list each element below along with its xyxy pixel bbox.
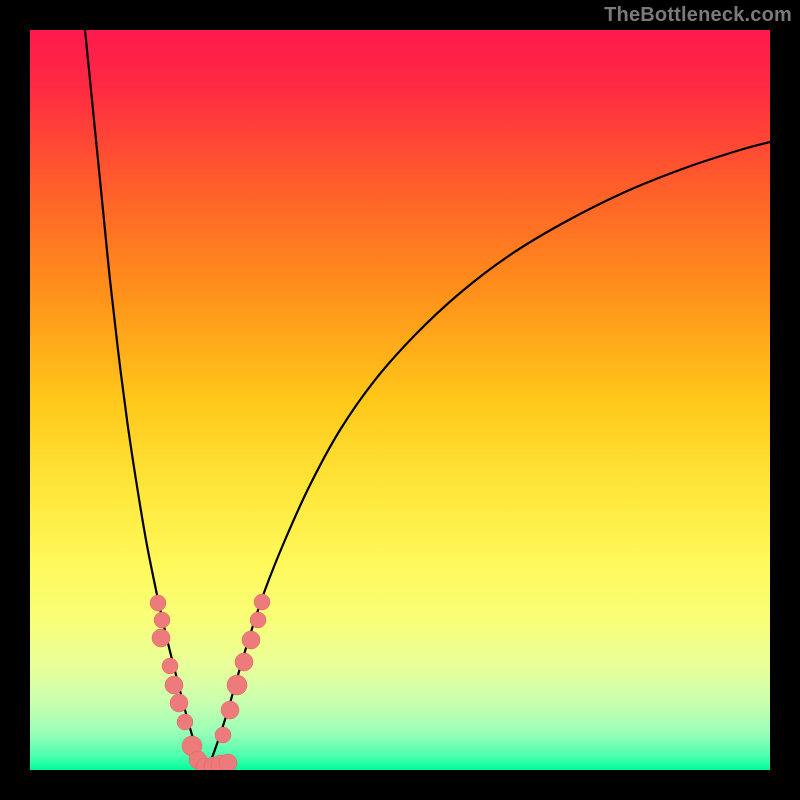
curve-overlay — [30, 30, 770, 770]
marker-point — [227, 675, 247, 695]
plot-area — [30, 30, 770, 770]
marker-point — [170, 694, 188, 712]
marker-point — [235, 653, 253, 671]
marker-point — [162, 658, 178, 674]
marker-point — [242, 631, 260, 649]
marker-point — [154, 612, 170, 628]
marker-point — [219, 754, 237, 770]
marker-point — [215, 727, 231, 743]
chart-container: TheBottleneck.com — [0, 0, 800, 800]
marker-point — [221, 701, 239, 719]
marker-point — [150, 595, 166, 611]
watermark-text: TheBottleneck.com — [604, 4, 792, 27]
curve-left — [85, 30, 205, 770]
marker-point — [165, 676, 183, 694]
marker-point — [177, 714, 193, 730]
marker-point — [254, 594, 270, 610]
marker-point — [152, 629, 170, 647]
marker-point — [250, 612, 266, 628]
curve-right — [205, 142, 770, 770]
marker-group — [150, 594, 270, 770]
